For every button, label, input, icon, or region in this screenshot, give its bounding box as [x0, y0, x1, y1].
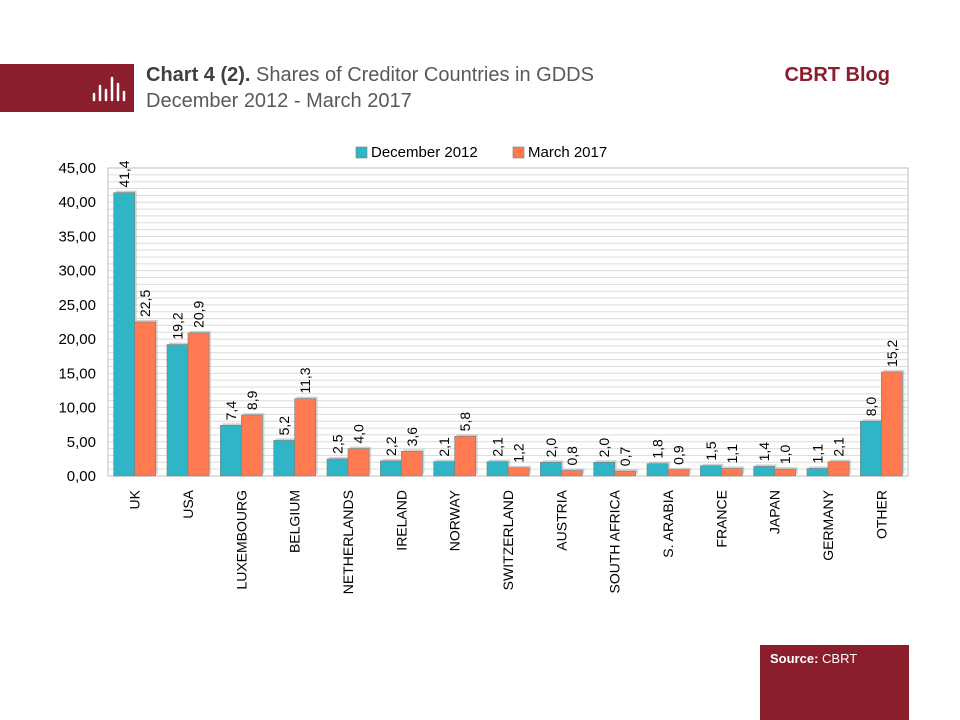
bar-value-label: 3,6 — [404, 427, 420, 447]
legend-swatch — [355, 146, 368, 159]
source-label: Source: — [770, 651, 819, 666]
y-tick-label: 20,00 — [58, 331, 96, 348]
category-label: AUSTRIA — [553, 489, 569, 550]
bar-value-label: 1,0 — [777, 444, 793, 464]
bar — [561, 470, 583, 477]
bar-value-label: 22,5 — [137, 290, 153, 317]
bar-value-label: 1,8 — [650, 439, 666, 459]
bar — [294, 398, 316, 477]
bar-value-label: 8,0 — [863, 397, 879, 417]
chart-title: Chart 4 (2). Shares of Creditor Countrie… — [146, 64, 594, 87]
bar — [827, 461, 850, 477]
y-tick-label: 40,00 — [58, 194, 96, 211]
y-tick-label: 0,00 — [67, 468, 96, 485]
bar — [241, 414, 263, 477]
bar — [507, 467, 530, 477]
legend-swatch — [512, 146, 525, 159]
category-label: SOUTH AFRICA — [607, 489, 623, 593]
bar-value-label: 5,2 — [276, 416, 292, 436]
bar-value-label: 1,1 — [724, 444, 740, 464]
source-box: Source: CBRT — [760, 645, 909, 720]
bar-value-label: 4,0 — [351, 424, 367, 444]
bar — [433, 461, 455, 477]
bar-value-label: 1,4 — [756, 442, 772, 462]
bar — [380, 460, 402, 477]
bar — [273, 440, 295, 477]
brand-label: CBRT Blog — [784, 64, 890, 86]
bar — [614, 470, 636, 477]
chart-subtitle: December 2012 - March 2017 — [146, 90, 412, 112]
y-tick-label: 25,00 — [58, 297, 96, 314]
bar — [646, 463, 669, 477]
category-label: FRANCE — [713, 490, 729, 548]
category-label: USA — [180, 489, 196, 518]
category-label: S. ARABIA — [660, 489, 676, 557]
bar-value-label: 15,2 — [884, 340, 900, 367]
bar-value-label: 1,5 — [703, 441, 719, 461]
category-label: BELGIUM — [287, 490, 303, 553]
bar-value-label: 0,7 — [617, 447, 633, 467]
bar — [113, 192, 135, 477]
category-label: JAPAN — [767, 490, 783, 534]
bar-value-label: 2,2 — [383, 436, 399, 456]
bar — [806, 468, 829, 477]
bar — [667, 469, 690, 477]
bar — [401, 451, 423, 477]
bar-value-label: 0,9 — [671, 445, 687, 465]
bar-value-label: 2,5 — [330, 434, 346, 454]
bar — [860, 420, 882, 477]
bar-value-label: 19,2 — [170, 312, 186, 339]
category-label: NORWAY — [447, 489, 463, 551]
bar-value-label: 5,8 — [457, 412, 473, 432]
bar-chart-icon — [92, 76, 126, 102]
bar-value-label: 2,1 — [436, 437, 452, 457]
bar-value-label: 41,4 — [116, 160, 132, 187]
y-tick-label: 35,00 — [58, 228, 96, 245]
bar — [347, 448, 370, 477]
bar-value-label: 8,9 — [244, 390, 260, 410]
legend-label: December 2012 — [371, 144, 478, 161]
bar — [166, 344, 189, 477]
legend-label: March 2017 — [528, 144, 607, 161]
bar-value-label: 1,2 — [511, 443, 527, 463]
bar-value-label: 1,1 — [810, 444, 826, 464]
y-tick-label: 15,00 — [58, 365, 96, 382]
bar — [220, 425, 242, 477]
bar — [540, 462, 562, 477]
y-tick-label: 10,00 — [58, 400, 96, 417]
bar — [187, 332, 210, 477]
bar-value-label: 7,4 — [223, 401, 239, 421]
bar — [774, 468, 796, 477]
bar-value-label: 0,8 — [564, 446, 580, 466]
category-label: GERMANY — [820, 489, 836, 560]
bar-value-label: 20,9 — [191, 300, 207, 327]
category-label: UK — [127, 489, 143, 509]
bar — [753, 466, 775, 477]
y-tick-label: 30,00 — [58, 263, 96, 280]
bar-chart: 0,00 5,00 10,00 15,00 20,00 25,00 30,00 35,00 40… — [58, 144, 909, 594]
bar-value-label: 2,1 — [490, 437, 506, 457]
bar — [326, 458, 349, 477]
category-label: SWITZERLAND — [500, 490, 516, 590]
bar — [721, 468, 743, 477]
bar — [700, 465, 722, 477]
bar — [486, 461, 509, 477]
bar — [134, 321, 156, 477]
y-tick-label: 5,00 — [67, 434, 96, 451]
category-label: OTHER — [873, 490, 889, 539]
bar-value-label: 11,3 — [297, 367, 313, 393]
category-label: IRELAND — [393, 490, 409, 551]
bar-value-label: 2,0 — [596, 438, 612, 458]
bar — [881, 371, 903, 477]
chart-title-bold: Chart 4 (2). — [146, 64, 251, 86]
bar-value-label: 2,1 — [831, 437, 847, 457]
bar — [454, 436, 476, 477]
bar-value-label: 2,0 — [543, 438, 559, 458]
chart-title-rest: Shares of Creditor Countries in GDDS — [250, 64, 594, 86]
y-tick-label: 45,00 — [58, 160, 96, 177]
category-label: NETHERLANDS — [340, 490, 356, 594]
bar — [593, 462, 615, 477]
category-label: LUXEMBOURG — [233, 490, 249, 590]
source-value: CBRT — [818, 651, 858, 666]
